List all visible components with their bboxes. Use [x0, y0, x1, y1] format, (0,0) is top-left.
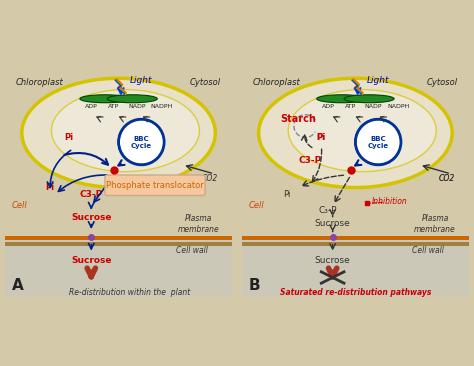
Text: Phosphate translocator: Phosphate translocator [106, 181, 204, 190]
Text: NADPH: NADPH [388, 104, 410, 109]
Text: Cell wall: Cell wall [175, 246, 208, 255]
Text: NADP: NADP [365, 104, 383, 109]
Bar [5, 240, 232, 297]
Bar [5, 236, 232, 240]
Ellipse shape [22, 78, 215, 187]
Text: C3-P: C3-P [298, 156, 321, 165]
Text: C3-P: C3-P [80, 190, 103, 199]
Text: Saturated re-distribution pathways: Saturated re-distribution pathways [280, 288, 431, 297]
Bar [242, 242, 469, 246]
Text: Chloroplast: Chloroplast [253, 78, 301, 87]
Text: Sucrose: Sucrose [315, 256, 350, 265]
Text: ADP: ADP [85, 104, 98, 109]
Text: NADP: NADP [128, 104, 146, 109]
Ellipse shape [344, 95, 394, 103]
Text: Cell wall: Cell wall [412, 246, 444, 255]
Text: ATP: ATP [345, 104, 356, 109]
Text: A: A [11, 278, 23, 293]
Text: BBC
Cycle: BBC Cycle [131, 135, 152, 149]
Text: B: B [248, 278, 260, 293]
Text: Pi: Pi [317, 133, 326, 142]
Text: Light: Light [130, 76, 153, 85]
Text: Sucrose: Sucrose [71, 256, 111, 265]
Circle shape [118, 119, 164, 165]
Text: Inhibition: Inhibition [372, 197, 408, 206]
Text: Cell: Cell [11, 201, 27, 210]
Bar [242, 236, 469, 240]
Ellipse shape [80, 95, 130, 103]
Text: Re-distribution within the  plant: Re-distribution within the plant [69, 288, 191, 297]
Text: Pi: Pi [283, 190, 291, 199]
Ellipse shape [288, 90, 436, 172]
Text: BBC
Cycle: BBC Cycle [368, 135, 389, 149]
Text: Plasma
membrane: Plasma membrane [414, 214, 456, 234]
Text: CO2: CO2 [438, 174, 455, 183]
Ellipse shape [317, 95, 367, 103]
Text: Chloroplast: Chloroplast [16, 78, 64, 87]
Text: Light: Light [367, 76, 390, 85]
FancyBboxPatch shape [105, 175, 205, 195]
Text: Sucrose: Sucrose [315, 220, 350, 228]
Text: Pi: Pi [46, 183, 55, 192]
Bar [5, 242, 232, 246]
Text: Plasma
membrane: Plasma membrane [177, 214, 219, 234]
Text: ADP: ADP [322, 104, 335, 109]
Text: C₃-P: C₃-P [319, 206, 337, 215]
Text: Pi: Pi [317, 133, 326, 142]
Ellipse shape [51, 90, 200, 172]
Text: Pi: Pi [64, 133, 73, 142]
Text: Starch: Starch [281, 114, 317, 124]
Bar [242, 240, 469, 297]
Text: ATP: ATP [109, 104, 119, 109]
Text: CO2: CO2 [438, 174, 455, 183]
Text: NADPH: NADPH [151, 104, 173, 109]
Circle shape [356, 119, 401, 165]
Text: Cytosol: Cytosol [190, 78, 221, 87]
Text: Cell: Cell [248, 201, 264, 210]
Text: Sucrose: Sucrose [71, 213, 111, 222]
Ellipse shape [259, 78, 452, 187]
Text: CO2: CO2 [201, 174, 218, 183]
Ellipse shape [107, 95, 157, 103]
Text: Cytosol: Cytosol [427, 78, 458, 87]
